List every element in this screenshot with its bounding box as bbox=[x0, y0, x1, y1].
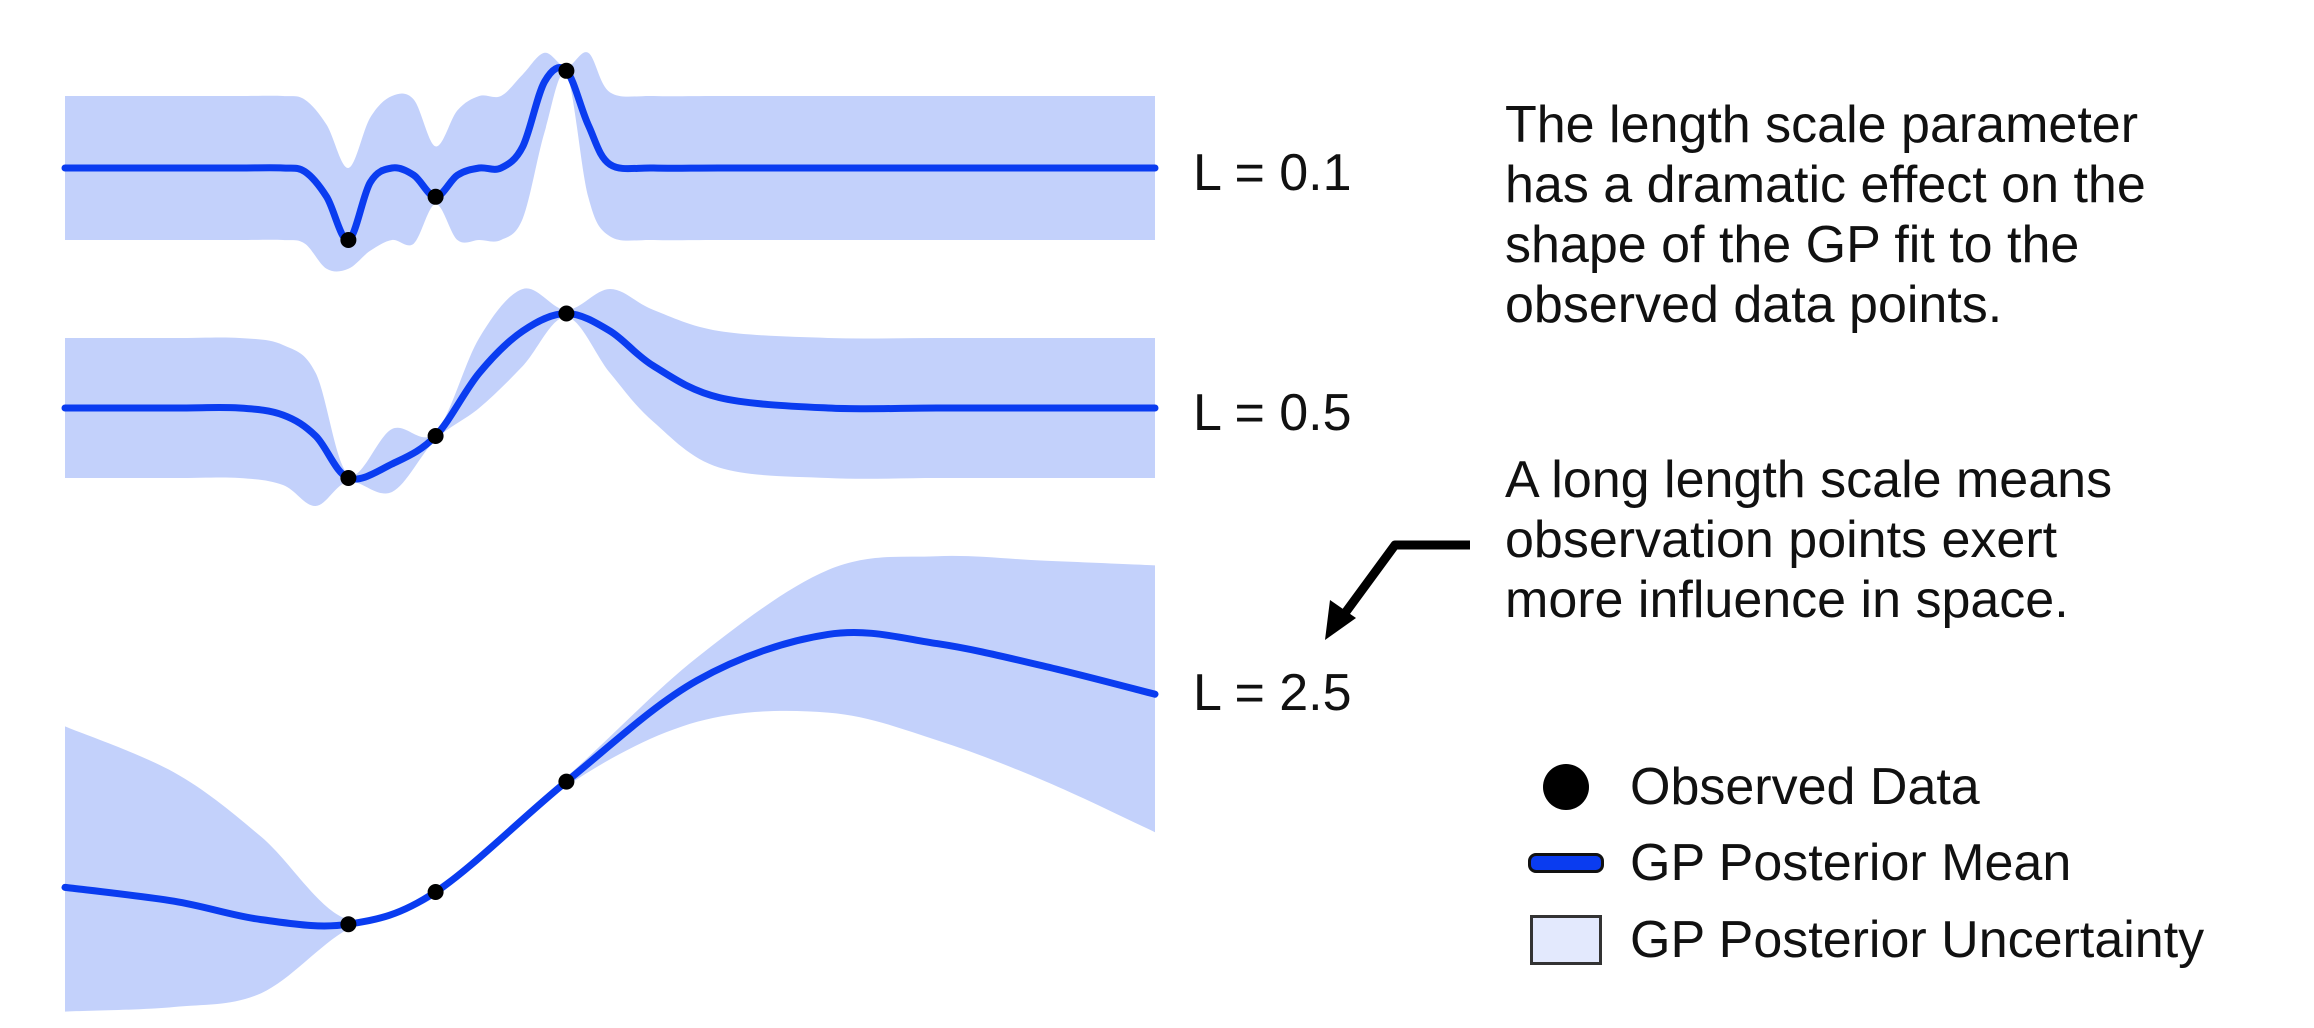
legend-item-mean: GP Posterior Mean bbox=[1528, 828, 2071, 898]
panel-label-l-2-5: L = 2.5 bbox=[1193, 664, 1352, 722]
observed-point bbox=[340, 470, 357, 486]
uncertainty-band bbox=[65, 288, 1155, 507]
observed-point bbox=[558, 62, 575, 79]
caption-length-scale: The length scale parameter has a dramati… bbox=[1505, 95, 2305, 335]
observed-point bbox=[558, 305, 575, 322]
uncertainty-band bbox=[65, 555, 1155, 1012]
caption-line: has a dramatic effect on the bbox=[1505, 156, 2146, 214]
legend-item-uncertainty: GP Posterior Uncertainty bbox=[1528, 905, 2204, 975]
legend-label: GP Posterior Mean bbox=[1630, 834, 2072, 892]
caption-line: observed data points. bbox=[1505, 276, 2003, 334]
legend-item-observed: Observed Data bbox=[1528, 752, 1980, 822]
posterior-mean-line bbox=[61, 64, 1159, 244]
observed-point bbox=[427, 188, 444, 205]
observed-point bbox=[340, 232, 357, 248]
box-icon bbox=[1528, 915, 1604, 965]
dot-icon bbox=[1528, 762, 1604, 812]
caption-line: shape of the GP fit to the bbox=[1505, 216, 2080, 274]
observed-point bbox=[427, 884, 444, 900]
panel-label-l-0-5: L = 0.5 bbox=[1193, 384, 1352, 442]
legend-label: Observed Data bbox=[1630, 758, 1980, 816]
legend-label: GP Posterior Uncertainty bbox=[1630, 911, 2205, 969]
caption-line: The length scale parameter bbox=[1505, 96, 2139, 154]
caption-long-length-scale: A long length scale means observation po… bbox=[1505, 450, 2305, 630]
posterior-mean-line bbox=[61, 309, 1159, 483]
observed-point bbox=[558, 773, 575, 790]
arrow-icon bbox=[1325, 540, 1470, 640]
caption-line: A long length scale means bbox=[1505, 451, 2113, 509]
line-icon bbox=[1528, 838, 1604, 888]
caption-line: more influence in space. bbox=[1505, 571, 2069, 629]
observed-point bbox=[340, 916, 357, 933]
caption-line: observation points exert bbox=[1505, 511, 2058, 569]
panel-l-0-5 bbox=[61, 288, 1159, 507]
panel-l-0-1 bbox=[61, 52, 1159, 272]
observed-point bbox=[427, 428, 444, 444]
panel-label-l-0-1: L = 0.1 bbox=[1193, 144, 1352, 202]
panel-l-2-5 bbox=[61, 555, 1159, 1012]
